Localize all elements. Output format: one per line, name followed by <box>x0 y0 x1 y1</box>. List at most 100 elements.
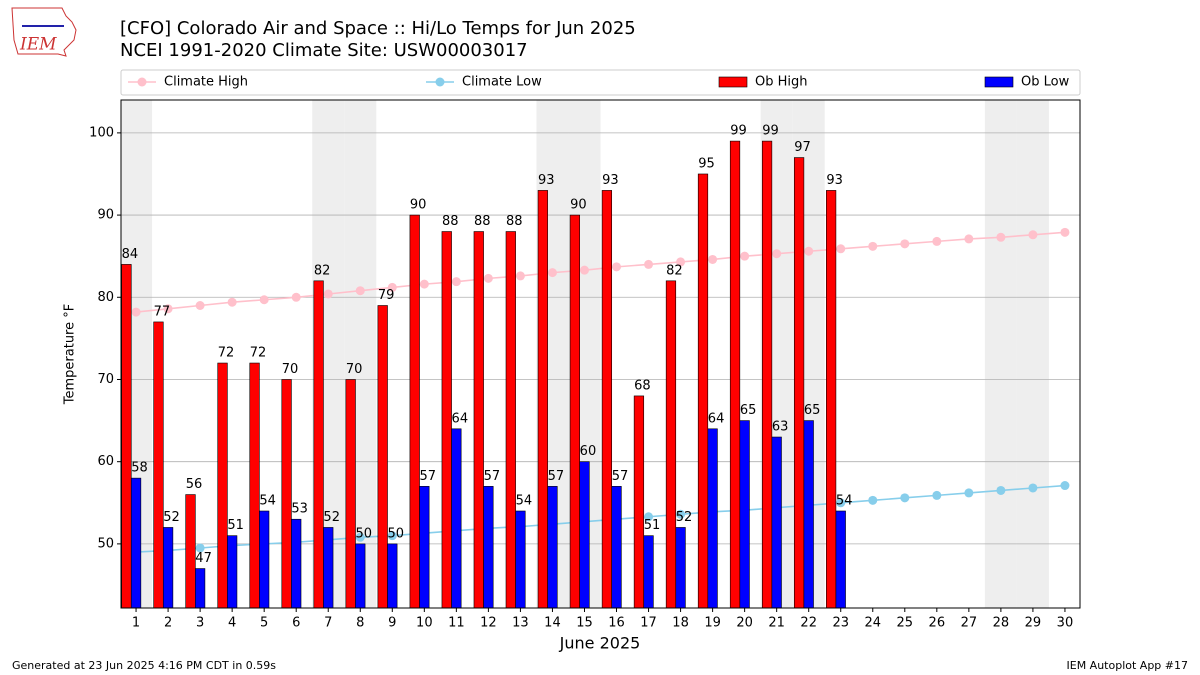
bar <box>259 510 270 608</box>
line-marker <box>291 292 301 302</box>
line-marker <box>387 282 397 292</box>
footer-left: Generated at 23 Jun 2025 4:16 PM CDT in … <box>12 659 276 672</box>
line-marker <box>804 246 814 256</box>
y-tick-label: 90 <box>97 208 114 223</box>
line-marker <box>131 307 141 317</box>
line-marker <box>676 509 686 519</box>
bar <box>835 510 846 608</box>
x-tick-label: 7 <box>324 616 332 631</box>
line-marker <box>547 268 557 278</box>
x-tick-label: 18 <box>672 616 689 631</box>
plot <box>121 100 1080 608</box>
x-tick-label: 26 <box>929 616 946 631</box>
line-marker <box>1028 230 1038 240</box>
data-label: 93 <box>538 173 555 188</box>
data-label: 60 <box>580 444 597 459</box>
line-marker <box>227 297 237 307</box>
data-label: 57 <box>548 469 565 484</box>
line-marker <box>515 271 525 281</box>
bar <box>409 214 420 608</box>
data-label: 93 <box>826 173 843 188</box>
data-label: 63 <box>772 420 789 435</box>
data-label: 72 <box>218 346 235 361</box>
bar <box>451 428 462 608</box>
line-marker <box>836 244 846 254</box>
legend-label: Ob Low <box>1021 75 1070 90</box>
x-tick-label: 14 <box>544 616 561 631</box>
data-label: 50 <box>355 526 372 541</box>
data-label: 70 <box>282 362 299 377</box>
x-tick-label: 9 <box>388 616 396 631</box>
x-tick-label: 1 <box>132 616 140 631</box>
x-tick-label: 13 <box>512 616 529 631</box>
data-label: 65 <box>740 403 757 418</box>
bar <box>579 461 590 608</box>
bar <box>739 420 750 608</box>
x-tick-label: 15 <box>576 616 593 631</box>
bar <box>473 231 484 608</box>
x-tick-label: 24 <box>864 616 881 631</box>
line-marker <box>772 249 782 259</box>
bar <box>345 379 356 608</box>
data-label: 52 <box>163 510 180 525</box>
logo-outline <box>11 7 77 57</box>
line-marker <box>932 490 942 500</box>
x-tick-label: 21 <box>768 616 785 631</box>
line-marker <box>195 543 205 553</box>
x-tick-label: 27 <box>961 616 978 631</box>
x-tick-label: 6 <box>292 616 300 631</box>
line-marker <box>355 286 365 296</box>
bar <box>547 486 558 608</box>
x-tick-label: 28 <box>993 616 1010 631</box>
data-label: 57 <box>612 469 629 484</box>
y-tick-label: 100 <box>89 125 114 140</box>
line-marker <box>419 279 429 289</box>
data-label: 97 <box>794 140 811 155</box>
line-marker <box>644 259 654 269</box>
weekend-shade <box>1016 100 1049 608</box>
data-label: 58 <box>131 461 148 476</box>
bar <box>121 264 132 608</box>
data-label: 88 <box>442 214 459 229</box>
weekend-shade <box>984 100 1017 608</box>
x-tick-label: 10 <box>416 616 433 631</box>
data-label: 52 <box>676 510 693 525</box>
data-label: 70 <box>346 362 363 377</box>
data-labels: 84 77 56 72 72 70 82 70 79 90 88 88 88 93 90 93 68 82 95 99… <box>122 124 853 566</box>
bar <box>697 173 709 608</box>
data-label: 51 <box>644 518 661 533</box>
data-label: 64 <box>452 411 469 426</box>
line-marker <box>259 295 269 305</box>
line-marker <box>900 239 910 249</box>
bar <box>505 231 516 608</box>
data-label: 79 <box>378 288 395 303</box>
data-label: 88 <box>474 214 491 229</box>
line-marker <box>387 531 397 541</box>
legend-swatch <box>984 76 1014 88</box>
x-tick-label: 5 <box>260 616 268 631</box>
footer-right: IEM Autoplot App #17 <box>1067 659 1189 672</box>
bar <box>249 362 260 608</box>
legend-label: Climate Low <box>462 75 542 90</box>
x-tick-label: 16 <box>608 616 625 631</box>
data-label: 51 <box>227 518 244 533</box>
line-marker <box>612 262 622 272</box>
data-label: 84 <box>122 247 139 262</box>
line-marker <box>1028 483 1038 493</box>
line-marker <box>964 234 974 244</box>
data-label: 82 <box>666 263 683 278</box>
data-label: 57 <box>484 469 501 484</box>
legend-marker <box>137 77 147 87</box>
x-tick-label: 19 <box>704 616 721 631</box>
data-label: 95 <box>698 156 715 171</box>
bar <box>195 568 206 608</box>
bar <box>515 510 526 608</box>
bar <box>729 140 741 608</box>
plot-frame <box>120 99 1081 609</box>
bar <box>355 543 366 608</box>
bar <box>227 535 238 608</box>
line-marker <box>195 301 205 311</box>
bar <box>441 231 452 608</box>
line-marker <box>900 493 910 503</box>
data-label: 90 <box>570 198 587 213</box>
